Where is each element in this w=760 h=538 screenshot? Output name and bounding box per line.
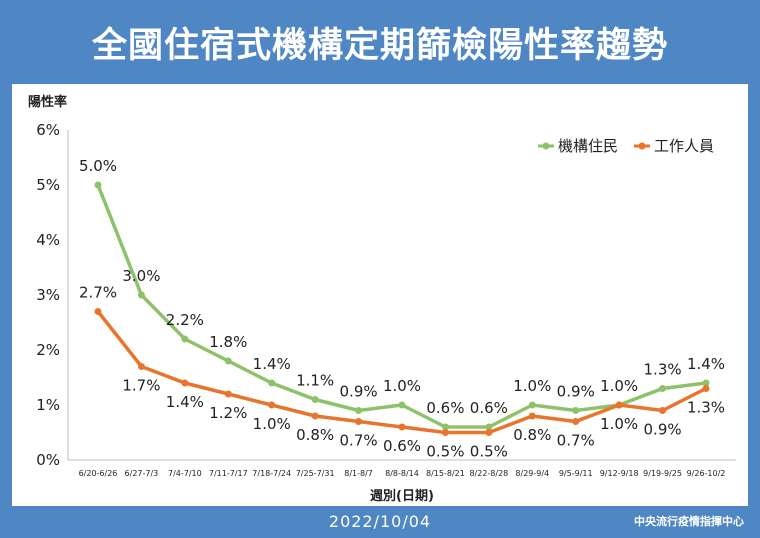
data-point (398, 401, 406, 409)
x-tick-label: 6/20-6/26 (79, 469, 118, 478)
data-point (441, 423, 449, 431)
data-label-staff: 1.3% (687, 399, 725, 417)
data-point (355, 407, 363, 414)
x-tick-label: 9/5-9/11 (559, 469, 593, 478)
x-tick-label: 8/15-8/21 (426, 469, 465, 478)
x-tick-label: 9/19-9/25 (643, 469, 682, 478)
data-point (659, 385, 667, 392)
footer-banner: 2022/10/04 中央流行疫情指揮中心 (0, 506, 760, 538)
data-label-staff: 1.4% (166, 393, 204, 411)
y-tick-label: 6% (36, 121, 60, 139)
data-label-staff: 1.7% (122, 377, 160, 395)
data-label-resident: 1.0% (513, 377, 551, 395)
data-label-resident: 1.0% (383, 377, 421, 395)
data-label-staff: 1.0% (253, 415, 291, 433)
legend-label: 機構住民 (558, 137, 618, 155)
legend-marker (542, 142, 550, 150)
data-point (528, 412, 536, 420)
data-point (224, 390, 232, 398)
x-tick-label: 7/18-7/24 (252, 469, 291, 478)
y-tick-label: 5% (36, 176, 60, 194)
footer-date: 2022/10/04 (328, 512, 432, 531)
x-tick-label: 8/29-9/4 (515, 469, 549, 478)
data-label-resident: 1.1% (296, 372, 334, 390)
data-label-resident: 5.0% (79, 157, 117, 175)
data-point (268, 379, 276, 387)
header-banner: 全國住宿式機構定期篩檢陽性率趨勢 (0, 0, 760, 84)
data-label-resident: 1.0% (600, 377, 638, 395)
data-point (94, 181, 102, 189)
data-label-resident: 1.8% (209, 333, 247, 351)
data-point (615, 401, 623, 409)
x-axis-title: 週別(日期) (370, 489, 434, 504)
y-tick-label: 1% (36, 396, 60, 414)
data-label-staff: 0.7% (340, 432, 378, 450)
data-label-staff: 0.8% (513, 426, 551, 444)
legend-label: 工作人員 (654, 137, 714, 155)
x-tick-label: 7/4-7/10 (168, 469, 202, 478)
data-label-resident: 0.9% (340, 383, 378, 401)
data-point (702, 385, 710, 392)
data-label-resident: 3.0% (122, 267, 160, 285)
x-tick-label: 8/8-8/14 (385, 469, 419, 478)
y-tick-label: 3% (36, 286, 60, 304)
data-label-resident: 1.4% (253, 355, 291, 373)
data-label-resident: 1.3% (644, 361, 682, 379)
data-label-resident: 0.9% (557, 383, 595, 401)
data-label-staff: 1.0% (600, 415, 638, 433)
x-tick-label: 9/26-10/2 (687, 469, 726, 478)
data-point (311, 396, 319, 403)
data-label-staff: 0.9% (644, 421, 682, 439)
footer-source: 中央流行疫情指揮中心 (634, 515, 744, 528)
data-point (181, 379, 189, 387)
data-label-staff: 0.7% (557, 432, 595, 450)
x-tick-label: 7/25-7/31 (296, 469, 335, 478)
chart-title: 全國住宿式機構定期篩檢陽性率趨勢 (91, 25, 668, 66)
y-tick-label: 0% (36, 451, 60, 469)
data-point (528, 401, 536, 409)
data-point (94, 308, 102, 315)
chart-panel: 0% 1% 2% 3% 4% 5% 6% 6/20-6/26 6/27-7/3 7/4-7/10 7… (12, 84, 748, 506)
data-point (355, 418, 363, 425)
y-tick-label: 4% (36, 231, 60, 249)
x-tick-label: 8/22-8/28 (469, 469, 508, 478)
data-point (137, 291, 145, 299)
data-label-resident: 1.4% (687, 355, 725, 373)
data-point (572, 418, 580, 425)
data-label-resident: 0.6% (470, 399, 508, 417)
x-tick-label: 6/27-7/3 (125, 469, 159, 478)
data-label-resident: 2.2% (166, 311, 204, 329)
y-tick-label: 2% (36, 341, 60, 359)
data-point (137, 363, 145, 370)
data-label-staff: 0.8% (296, 426, 334, 444)
x-tick-label: 9/12-9/18 (600, 469, 639, 478)
data-point (572, 407, 580, 414)
data-point (441, 429, 449, 436)
data-label-staff: 0.5% (470, 443, 508, 461)
data-point (485, 423, 493, 431)
data-point (659, 407, 667, 414)
data-label-staff: 0.6% (383, 437, 421, 455)
data-point (702, 379, 710, 387)
data-point (398, 423, 406, 431)
x-tick-label: 7/11-7/17 (209, 469, 248, 478)
data-point (485, 429, 493, 436)
data-point (224, 357, 232, 365)
data-label-staff: 0.5% (426, 443, 464, 461)
line-chart: 0% 1% 2% 3% 4% 5% 6% 6/20-6/26 6/27-7/3 7/4-7/10 7… (28, 94, 736, 504)
data-point (311, 412, 319, 420)
data-label-resident: 0.6% (426, 399, 464, 417)
x-tick-label: 8/1-8/7 (344, 469, 373, 478)
legend-marker (638, 142, 646, 150)
y-axis-title: 陽性率 (28, 94, 67, 110)
data-point (268, 401, 276, 409)
data-label-staff: 1.2% (209, 404, 247, 422)
data-label-staff: 2.7% (79, 284, 117, 302)
data-point (181, 335, 189, 343)
